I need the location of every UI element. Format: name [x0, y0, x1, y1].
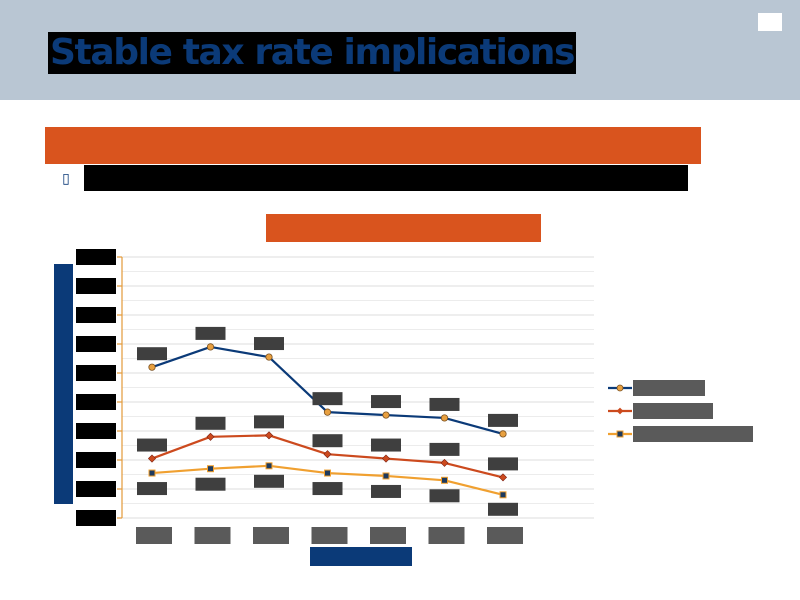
data-label-box: [371, 395, 401, 409]
data-label-box: [254, 415, 284, 429]
data-label-box: [137, 347, 167, 361]
data-label-box: [371, 438, 401, 452]
data-label-box: [312, 392, 343, 406]
slide-header: Stable tax rate implications: [0, 0, 800, 100]
data-point: [323, 408, 332, 416]
data-label-box: [137, 482, 167, 496]
data-point: [381, 454, 391, 463]
legend-marker: [616, 407, 624, 415]
data-point: [206, 432, 215, 441]
data-label-box: [137, 438, 167, 452]
legend-marker: [616, 430, 624, 438]
x-axis-title-bar: [310, 547, 412, 566]
x-tick-label-box: [428, 527, 465, 544]
legend-label-box-3: [633, 426, 753, 442]
data-point: [382, 472, 390, 480]
data-label-box: [195, 477, 226, 491]
x-tick-label-box: [136, 527, 172, 544]
section-heading-bar: [45, 127, 701, 164]
legend-label-box-1: [633, 380, 705, 396]
data-point: [207, 465, 214, 473]
data-label-box: [195, 416, 226, 430]
y-tick-label-box: [76, 481, 116, 497]
data-label-box: [488, 457, 518, 471]
y-tick-label-box: [76, 452, 116, 468]
legend-marker: [616, 384, 624, 392]
data-point: [498, 473, 508, 482]
slide-number-box: [758, 13, 782, 31]
y-tick-label-box: [76, 394, 116, 410]
data-point: [147, 454, 157, 463]
legend-label-box-2: [633, 403, 713, 419]
y-tick-label-box: [76, 365, 116, 381]
data-label-box: [312, 482, 343, 496]
data-label-box: [488, 413, 518, 427]
data-point: [382, 411, 390, 419]
y-axis-title-bar: [54, 264, 73, 504]
data-label-box: [312, 434, 343, 448]
chart-title-bar: [266, 214, 541, 242]
data-point: [324, 469, 331, 477]
data-point: [264, 431, 274, 440]
data-label-box: [195, 326, 226, 340]
data-point: [148, 363, 156, 371]
data-label-box: [429, 397, 460, 411]
x-tick-label-box: [370, 527, 406, 544]
data-label-box: [488, 502, 518, 516]
data-label-box: [429, 442, 460, 456]
bullet-text-bar: [84, 165, 688, 191]
data-point: [440, 414, 449, 422]
data-point: [499, 430, 507, 438]
x-tick-label-box: [311, 527, 348, 544]
x-tick-label-box: [487, 527, 523, 544]
y-tick-label-box: [76, 423, 116, 439]
y-tick-label-box: [76, 278, 116, 294]
x-tick-label-box: [253, 527, 289, 544]
data-label-box: [254, 474, 284, 488]
data-point: [323, 450, 332, 459]
data-point: [441, 476, 448, 484]
data-point: [499, 491, 507, 499]
data-point: [206, 343, 215, 351]
y-tick-label-box: [76, 249, 116, 265]
data-label-box: [371, 484, 401, 498]
data-label-box: [429, 489, 460, 503]
x-tick-label-box: [194, 527, 231, 544]
data-point: [440, 458, 449, 467]
y-tick-label-box: [76, 307, 116, 323]
y-tick-label-box: [76, 336, 116, 352]
bullet-icon: ▯: [62, 170, 70, 186]
data-point: [148, 469, 156, 477]
data-point: [265, 353, 273, 361]
slide-title: Stable tax rate implications: [48, 32, 577, 74]
data-label-box: [254, 337, 284, 351]
data-point: [265, 462, 273, 470]
y-tick-label-box: [76, 510, 116, 526]
